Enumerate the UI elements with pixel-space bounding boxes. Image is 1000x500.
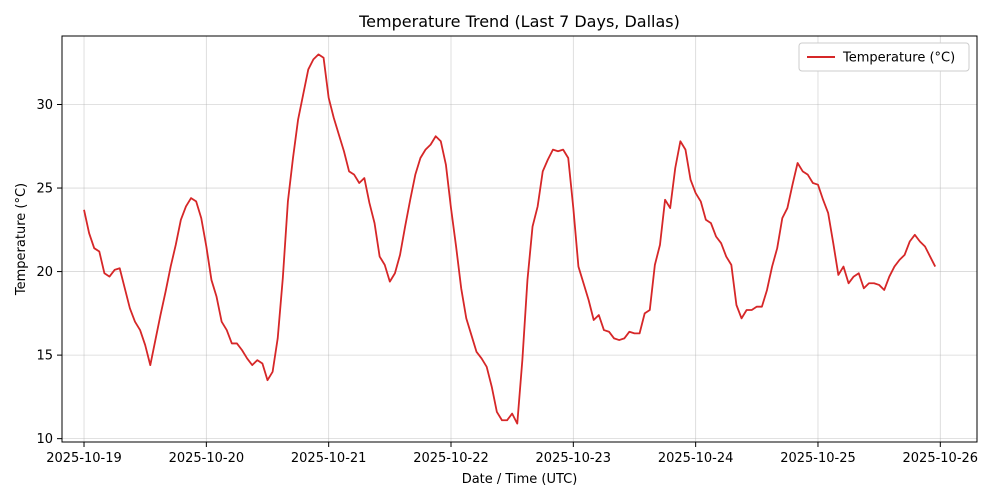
x-tick-label: 2025-10-21	[291, 451, 367, 466]
x-tick-label: 2025-10-25	[780, 451, 856, 466]
x-axis-ticks: 2025-10-19 2025-10-20 2025-10-21 2025-10-22…	[46, 442, 978, 466]
y-axis-ticks: 10 15 20 25 30	[36, 98, 62, 447]
x-tick-label: 2025-10-24	[658, 451, 734, 466]
x-tick-label: 2025-10-26	[903, 451, 979, 466]
x-tick-label: 2025-10-23	[536, 451, 612, 466]
x-tick-label: 2025-10-22	[413, 451, 489, 466]
axes-frame	[61, 35, 978, 443]
y-tick-label: 30	[36, 98, 53, 113]
x-axis-label: Date / Time (UTC)	[462, 472, 578, 487]
y-tick-label: 20	[36, 265, 53, 280]
y-axis-label: Temperature (°C)	[14, 183, 29, 296]
legend-box	[798, 42, 970, 72]
plot-area	[83, 53, 937, 425]
series-line-temperature	[83, 53, 937, 425]
x-tick-label: 2025-10-20	[169, 451, 245, 466]
y-tick-label: 15	[36, 349, 53, 364]
y-tick-label: 25	[36, 182, 53, 197]
grid-lines	[62, 36, 977, 442]
y-tick-label: 10	[36, 432, 53, 447]
x-tick-label: 2025-10-19	[46, 451, 122, 466]
legend-label-temperature: Temperature (°C)	[842, 51, 955, 66]
chart-title: Temperature Trend (Last 7 Days, Dallas)	[358, 12, 680, 31]
legend: Temperature (°C)	[798, 42, 970, 72]
